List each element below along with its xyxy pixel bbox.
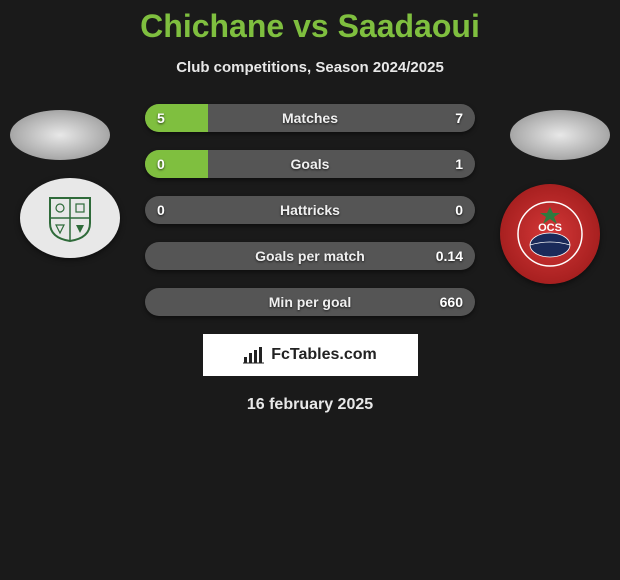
stat-value-right: 0 xyxy=(455,196,463,224)
subtitle: Club competitions, Season 2024/2025 xyxy=(0,59,620,76)
stat-label: Matches xyxy=(145,104,475,132)
stat-label: Goals per match xyxy=(145,242,475,270)
stat-label: Hattricks xyxy=(145,196,475,224)
comparison-title: Chichane vs Saadaoui xyxy=(0,0,620,45)
branding-badge: FcTables.com xyxy=(203,334,418,376)
vs-separator: vs xyxy=(293,8,329,44)
stat-value-right: 7 xyxy=(455,104,463,132)
stat-value-right: 1 xyxy=(455,150,463,178)
stat-label: Goals xyxy=(145,150,475,178)
stat-value-right: 0.14 xyxy=(436,242,463,270)
date-label: 16 february 2025 xyxy=(0,396,620,414)
stat-row: Goals per match0.14 xyxy=(145,242,475,270)
stat-row: 0Goals1 xyxy=(145,150,475,178)
chart-icon xyxy=(243,346,265,364)
stat-row: 5Matches7 xyxy=(145,104,475,132)
stats-container: 5Matches70Goals10Hattricks0Goals per mat… xyxy=(0,104,620,316)
stat-value-right: 660 xyxy=(440,288,463,316)
player2-name: Saadaoui xyxy=(338,8,480,44)
player1-name: Chichane xyxy=(140,8,284,44)
stat-row: 0Hattricks0 xyxy=(145,196,475,224)
stat-row: Min per goal660 xyxy=(145,288,475,316)
branding-text: FcTables.com xyxy=(271,346,377,364)
stat-label: Min per goal xyxy=(145,288,475,316)
